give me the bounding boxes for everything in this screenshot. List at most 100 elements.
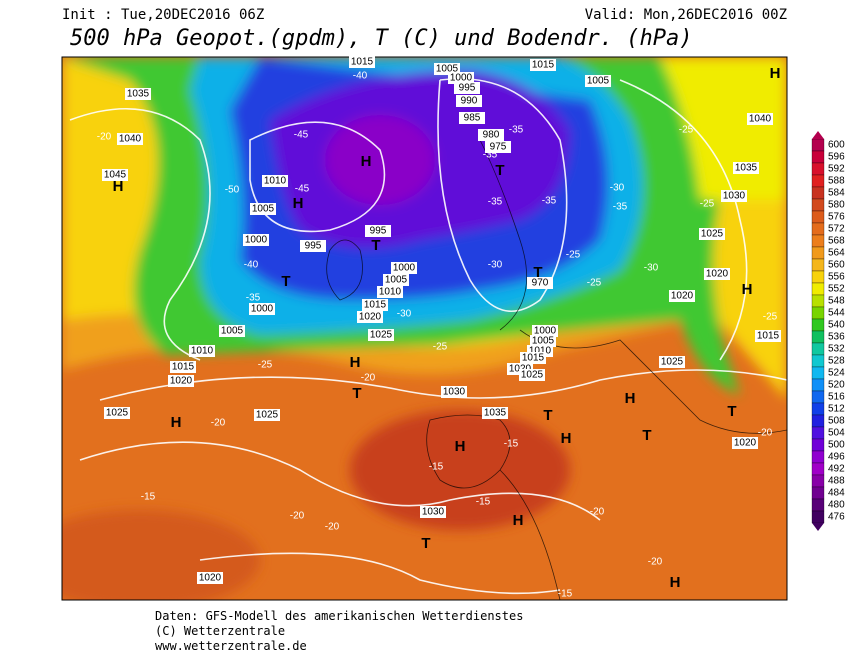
isobar-label-box (362, 299, 388, 311)
isobar-label: 1005 (532, 336, 555, 347)
pressure-center: H (113, 178, 124, 195)
isobar-label: 1015 (532, 60, 555, 71)
map-title: 500 hPa Geopot.(gpdm), T (C) und Bodendr… (70, 26, 693, 51)
init-time: Init : Tue,20DEC2016 06Z (62, 7, 264, 23)
colorbar-swatch (811, 150, 825, 164)
isobar-label: 975 (490, 142, 507, 153)
isobar-label-box (300, 240, 326, 252)
isobar-label-box (104, 407, 130, 419)
isobar-label-box (747, 113, 773, 125)
colorbar-swatch (811, 198, 825, 212)
isobar-label: 1025 (106, 408, 129, 419)
temperature-label: -35 (509, 125, 524, 136)
temperature-label: -35 (613, 202, 628, 213)
isobar-label-box (168, 375, 194, 387)
isobar-label-box (721, 190, 747, 202)
temperature-label: -35 (246, 293, 261, 304)
temperature-label: -50 (225, 185, 240, 196)
isobar-label: 1015 (757, 331, 780, 342)
colorbar-label: 480 (828, 500, 845, 511)
temperature-label: -15 (476, 497, 491, 508)
colorbar-label: 512 (828, 404, 845, 415)
isobar-label: 1015 (522, 353, 545, 364)
isobar-label-box (704, 268, 730, 280)
temperature-label: -25 (587, 278, 602, 289)
colorbar-swatch (811, 270, 825, 284)
colorbar-arrow-bottom (812, 523, 824, 531)
colorbar-swatch (811, 354, 825, 368)
isobar-label: 1040 (119, 134, 142, 145)
isobar-label: 995 (370, 226, 387, 237)
isobar-label-box (357, 311, 383, 323)
isobar-label-box (733, 162, 759, 174)
temperature-label: -20 (290, 511, 305, 522)
isobar-label-box (391, 262, 417, 274)
temperature-label: -25 (700, 199, 715, 210)
colorbar-swatch (811, 474, 825, 488)
pressure-center: H (513, 512, 524, 529)
isobar-label-box (485, 141, 511, 153)
isobar-label-box (659, 356, 685, 368)
colorbar-swatch (811, 162, 825, 176)
temperature-label: -30 (397, 309, 412, 320)
colorbar-swatch (811, 258, 825, 272)
colorbar-swatch (811, 438, 825, 452)
isobar-label-box (456, 95, 482, 107)
colorbar-swatch (811, 138, 825, 152)
colorbar-label: 524 (828, 368, 845, 379)
isobar-label-box (732, 437, 758, 449)
pressure-center: H (171, 414, 182, 431)
pressure-center: T (642, 427, 651, 444)
temperature-label: -40 (244, 260, 259, 271)
isobar-label: 1040 (749, 114, 772, 125)
colorbar-swatch (811, 246, 825, 260)
isobar-label: 1000 (450, 73, 473, 84)
colorbar-swatch (811, 306, 825, 320)
isobar-label: 990 (461, 96, 478, 107)
pressure-center: H (742, 281, 753, 298)
isobar-label-box (365, 225, 391, 237)
isobar-label-box (262, 175, 288, 187)
colorbar-label: 588 (828, 176, 845, 187)
colorbar-label: 484 (828, 488, 845, 499)
temperature-label: -25 (433, 342, 448, 353)
footer-source: Daten: GFS-Modell des amerikanischen Wet… (155, 609, 523, 623)
colorbar-swatch (811, 402, 825, 416)
colorbar-label: 584 (828, 188, 845, 199)
isobar-label: 1000 (393, 263, 416, 274)
isobar-label: 1015 (351, 57, 374, 68)
isobar-label-box (170, 361, 196, 373)
isobar-label: 995 (305, 241, 322, 252)
colorbar-label: 508 (828, 416, 845, 427)
colorbar-swatch (811, 222, 825, 236)
pressure-center: T (371, 237, 380, 254)
pressure-center: T (495, 162, 504, 179)
isobar-label: 1025 (256, 410, 279, 421)
isobar-label-box (219, 325, 245, 337)
isobar-label: 1005 (436, 64, 459, 75)
isobar-label: 1005 (221, 326, 244, 337)
isobar-label: 980 (483, 130, 500, 141)
isobar-label-box (478, 129, 504, 141)
pressure-center: H (350, 354, 361, 371)
temperature-label: -35 (483, 150, 498, 161)
temperature-label: -45 (295, 184, 310, 195)
temperature-label: -25 (679, 125, 694, 136)
isobar-label-box (377, 286, 403, 298)
isobar-label: 1030 (422, 507, 445, 518)
colorbar-label: 552 (828, 284, 845, 295)
colorbar-swatch (811, 210, 825, 224)
isobar-label-box (254, 409, 280, 421)
colorbar-swatch (811, 450, 825, 464)
isobar-label-box (527, 277, 553, 289)
temperature-label: -25 (763, 312, 778, 323)
isobar-label: 1010 (191, 346, 214, 357)
colorbar-swatch (811, 330, 825, 344)
colorbar-swatch (811, 234, 825, 248)
colorbar-label: 476 (828, 512, 845, 523)
isobar-label: 985 (464, 113, 481, 124)
isobar-label: 1005 (385, 275, 408, 286)
colorbar-label: 576 (828, 212, 845, 223)
isobar-label-box (520, 352, 546, 364)
temperature-label: -40 (353, 71, 368, 82)
